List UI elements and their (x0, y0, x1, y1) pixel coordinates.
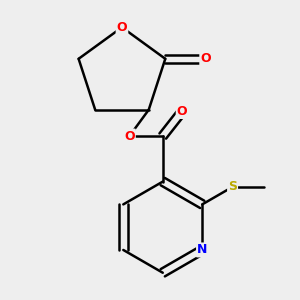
Text: O: O (177, 105, 188, 118)
Text: S: S (228, 180, 237, 194)
Text: O: O (200, 52, 211, 65)
Text: O: O (117, 21, 127, 34)
Text: N: N (197, 244, 207, 256)
Text: O: O (124, 130, 135, 142)
